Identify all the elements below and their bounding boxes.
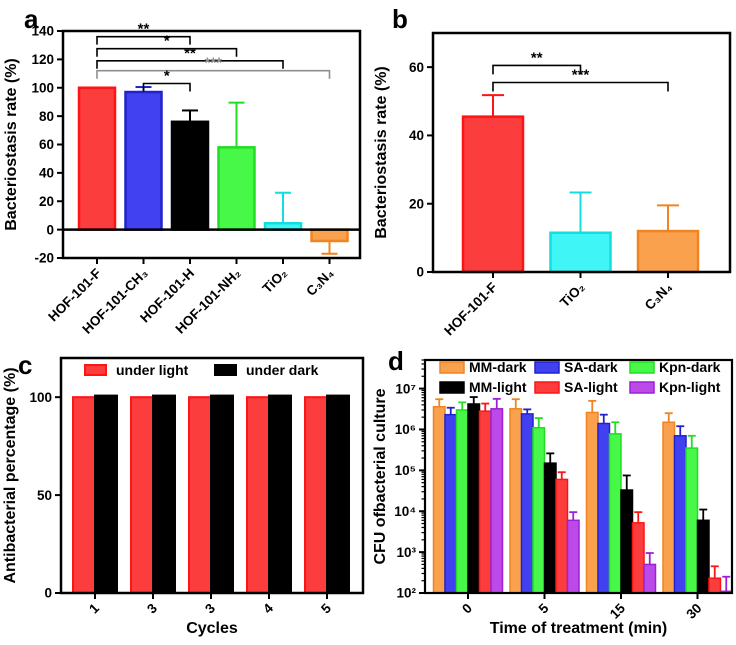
svg-text:C₃N₄: C₃N₄: [303, 266, 336, 299]
svg-text:0: 0: [46, 222, 54, 237]
svg-text:20: 20: [39, 194, 54, 209]
svg-text:80: 80: [39, 109, 54, 124]
svg-text:120: 120: [31, 52, 54, 67]
svg-text:MM-dark: MM-dark: [469, 359, 527, 375]
svg-text:5: 5: [536, 600, 552, 616]
svg-text:10³: 10³: [396, 545, 416, 560]
svg-text:**: **: [531, 49, 543, 66]
svg-text:30: 30: [683, 601, 704, 622]
svg-text:4: 4: [260, 600, 276, 616]
panel-d: 10² 10³ 10⁴ 10⁵ 10⁶ 10⁷ 0 5 15 30 CFU ofbacterial …: [368, 330, 736, 645]
svg-text:20: 20: [409, 196, 424, 211]
svg-text:0: 0: [416, 265, 424, 280]
svg-text:50: 50: [37, 488, 52, 503]
svg-text:TiO₂: TiO₂: [260, 266, 291, 297]
chart-d-cfu-time-course: 10² 10³ 10⁴ 10⁵ 10⁶ 10⁷ 0 5 15 30 CFU ofbacterial …: [372, 358, 734, 637]
svg-text:Kpn-light: Kpn-light: [659, 379, 721, 395]
svg-text:140: 140: [31, 24, 54, 39]
svg-text:100: 100: [31, 80, 54, 95]
svg-text:-20: -20: [34, 251, 54, 266]
svg-text:Antibacterial percentage (%): Antibacterial percentage (%): [2, 367, 19, 583]
svg-text:10⁷: 10⁷: [395, 381, 416, 396]
svg-text:**: **: [184, 45, 196, 62]
svg-text:Cycles: Cycles: [186, 620, 238, 637]
panel-b: 0 20 40 60 HOF-101-F TiO₂ C₃N₄ Bacteriostasis r…: [368, 0, 736, 338]
svg-text:100: 100: [29, 390, 52, 405]
svg-text:Bacteriostasis rate (%): Bacteriostasis rate (%): [373, 66, 390, 239]
svg-text:***: ***: [204, 55, 222, 72]
panel-label-a: a: [24, 4, 39, 34]
svg-text:under dark: under dark: [246, 362, 319, 378]
svg-text:10⁶: 10⁶: [395, 422, 416, 437]
svg-text:TiO₂: TiO₂: [557, 280, 588, 311]
svg-text:3: 3: [144, 600, 160, 616]
svg-text:Kpn-dark: Kpn-dark: [659, 359, 721, 375]
svg-text:10²: 10²: [396, 586, 416, 601]
svg-text:40: 40: [409, 128, 424, 143]
svg-text:Bacteriostasis rate (%): Bacteriostasis rate (%): [3, 58, 20, 231]
svg-text:0: 0: [44, 586, 52, 601]
svg-text:***: ***: [572, 67, 590, 84]
panel-label-d: d: [388, 346, 404, 376]
svg-text:C₃N₄: C₃N₄: [642, 280, 675, 313]
chart-a-bacteriostasis-by-material: -20020406080100120140HOF-101-FHOF-101-CH…: [3, 21, 362, 337]
svg-text:10⁴: 10⁴: [394, 504, 416, 519]
svg-text:**: **: [138, 21, 150, 38]
svg-text:*: *: [164, 33, 170, 50]
svg-text:MM-light: MM-light: [469, 379, 527, 395]
chart-c-antibacterial-cycles: 0 50 100 1 3 3 4 5 Antibacterial percentage (%) C…: [2, 356, 365, 637]
svg-text:CFU ofbacterial culture: CFU ofbacterial culture: [372, 388, 389, 564]
svg-text:1: 1: [86, 600, 102, 616]
svg-text:5: 5: [318, 600, 334, 616]
panel-label-b: b: [392, 4, 408, 34]
svg-text:60: 60: [409, 60, 424, 75]
svg-text:3: 3: [202, 600, 218, 616]
panel-c: 0 50 100 1 3 3 4 5 Antibacterial percentage (%) C…: [0, 330, 368, 645]
svg-text:60: 60: [39, 137, 54, 152]
svg-text:0: 0: [459, 601, 475, 617]
svg-text:SA-light: SA-light: [564, 379, 618, 395]
svg-text:Time of treatment (min): Time of treatment (min): [490, 620, 668, 637]
svg-text:10⁵: 10⁵: [395, 463, 416, 478]
svg-text:SA-dark: SA-dark: [564, 359, 618, 375]
svg-text:*: *: [164, 67, 170, 84]
svg-text:15: 15: [607, 600, 629, 622]
panel-a: -20 0 20 40 60 80 100 120 140 HOF-101-F HOF-101-CH…: [0, 0, 368, 337]
svg-text:under light: under light: [116, 362, 189, 378]
svg-text:40: 40: [39, 166, 54, 181]
panel-label-c: c: [18, 350, 33, 380]
